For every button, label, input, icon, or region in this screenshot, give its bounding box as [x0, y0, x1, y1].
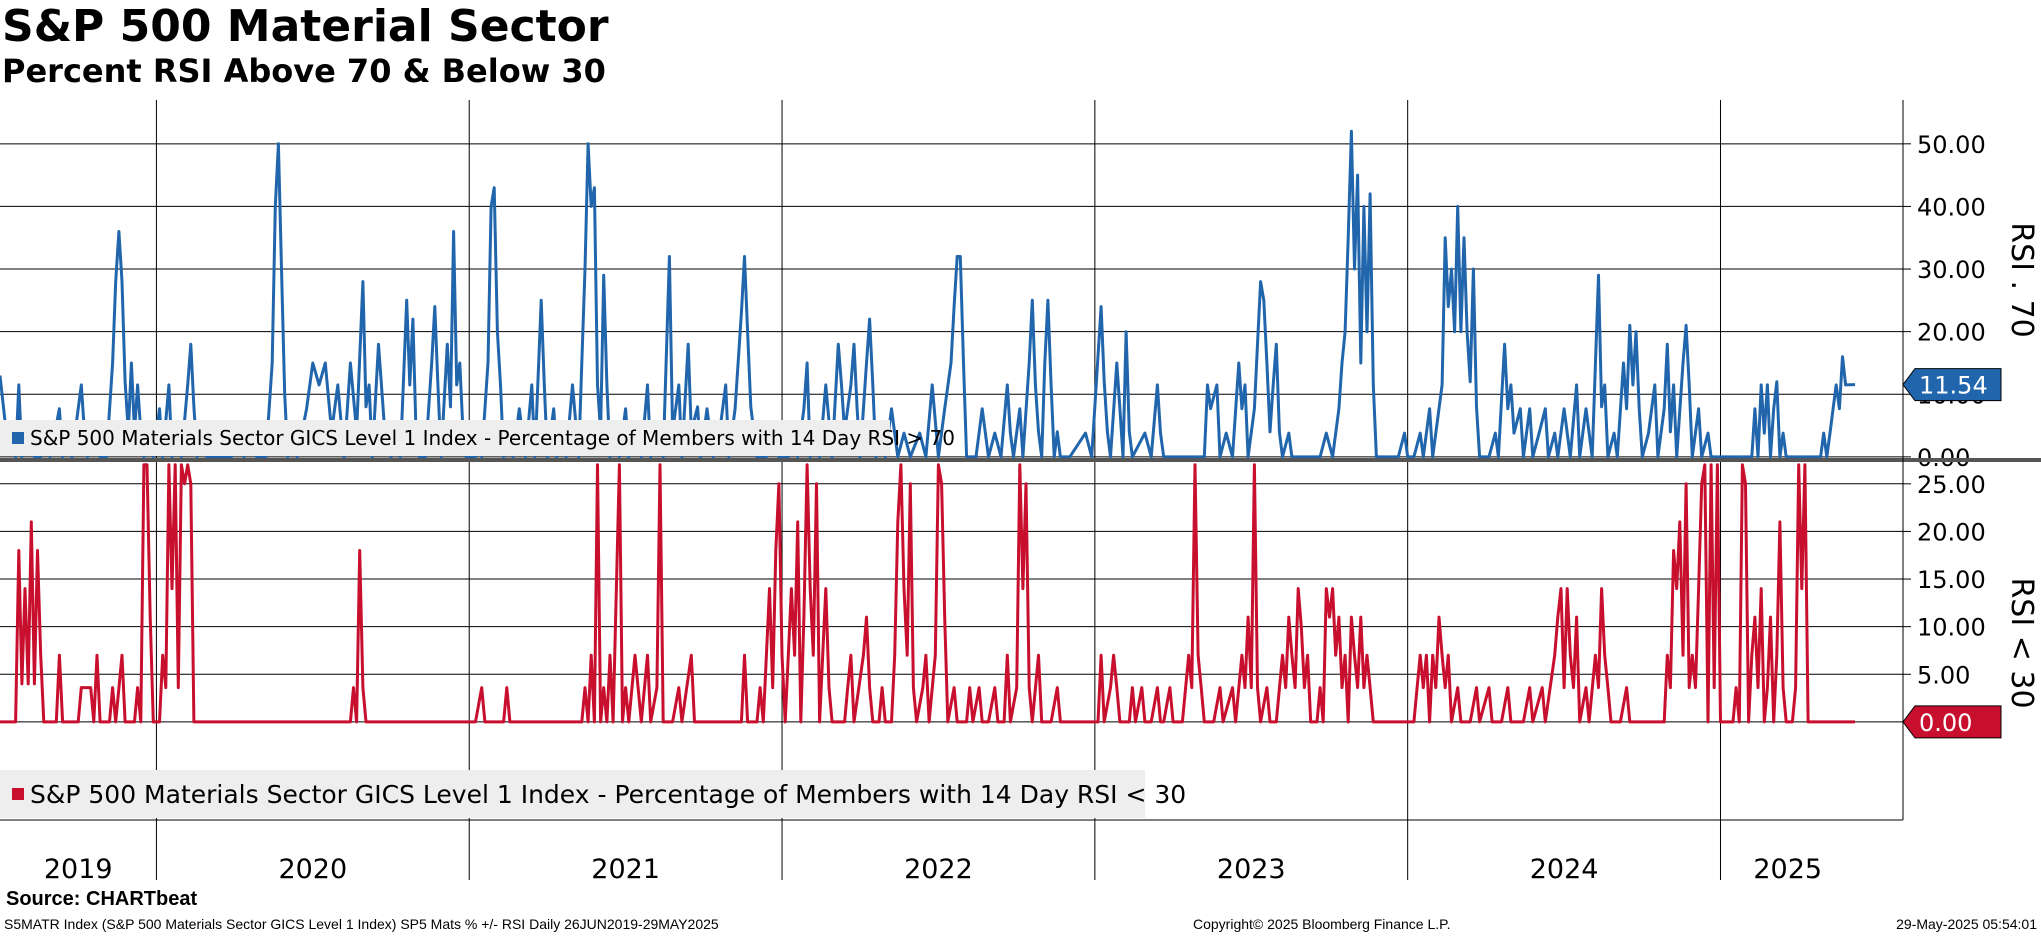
legend-label: S&P 500 Materials Sector GICS Level 1 In…	[30, 780, 1186, 809]
x-tick-label: 2023	[1217, 854, 1286, 885]
legend: S&P 500 Materials Sector GICS Level 1 In…	[0, 420, 955, 456]
chart-title: S&P 500 Material Sector	[2, 1, 609, 52]
legend-swatch	[12, 432, 24, 444]
legend-background	[0, 770, 1145, 818]
y-axis-title: RSI < 30	[2004, 577, 2039, 708]
y-tick-label: 20.00	[1917, 518, 1986, 546]
y-tick-label: 25.00	[1917, 471, 1986, 499]
last-value-label: 11.54	[1919, 372, 1988, 400]
footer-copyright: Copyright© 2025 Bloomberg Finance L.P.	[1193, 916, 1451, 932]
series-line	[0, 129, 1856, 459]
footer-index-description: S5MATR Index (S&P 500 Materials Sector G…	[4, 916, 719, 932]
y-axis-title: RSI . 70	[2004, 222, 2039, 338]
last-value-marker	[1902, 368, 2002, 402]
last-value-label: 0.00	[1919, 709, 1972, 737]
y-tick-label: 10.00	[1917, 614, 1986, 642]
chart-subtitle: Percent RSI Above 70 & Below 30	[2, 52, 606, 90]
legend-background	[0, 420, 890, 456]
y-tick-label: 30.00	[1917, 256, 1986, 284]
y-tick-label: 40.00	[1917, 193, 1986, 221]
x-tick-label: 2022	[904, 854, 973, 885]
y-tick-label: 15.00	[1917, 566, 1986, 594]
x-tick-label: 2019	[44, 854, 113, 885]
y-tick-label: 20.00	[1917, 319, 1986, 347]
x-tick-label: 2024	[1530, 854, 1599, 885]
legend-label: S&P 500 Materials Sector GICS Level 1 In…	[30, 426, 955, 450]
x-tick-label: 2021	[591, 854, 660, 885]
footer-timestamp: 29-May-2025 05:54:01	[1896, 916, 2037, 932]
y-tick-label: 50.00	[1917, 131, 1986, 159]
panel-rsi-below-30: 0.00 5.00 10.00 15.00 20.00 25.00 S&P 500 Mate…	[0, 463, 2039, 818]
last-value-marker	[1902, 705, 2002, 739]
footer-source: Source: CHARTbeat	[6, 888, 198, 910]
y-tick-label: 5.00	[1917, 661, 1970, 689]
x-tick-label: 2020	[278, 854, 347, 885]
legend-swatch	[12, 788, 24, 800]
y-tick-label: 0.00	[1917, 444, 1970, 472]
legend: S&P 500 Materials Sector GICS Level 1 In…	[0, 770, 1186, 818]
x-tick-label: 2025	[1753, 854, 1822, 885]
series-line	[0, 463, 1855, 724]
